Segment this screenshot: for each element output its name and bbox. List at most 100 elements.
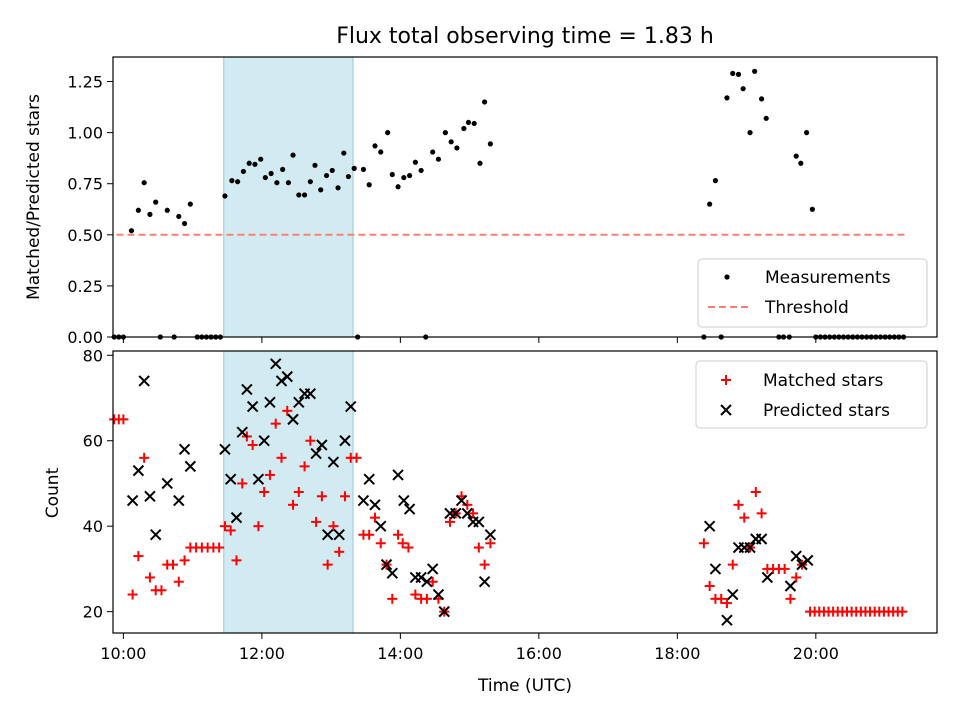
legend-matched-label: Matched stars: [763, 371, 883, 391]
measurement-point: [740, 86, 746, 92]
matched-star-point: [444, 516, 455, 527]
matched-star-point: [316, 491, 327, 502]
predicted-star-point: [173, 494, 185, 507]
measurement-point: [329, 167, 335, 174]
x-marker-b: [709, 563, 722, 575]
matched-star-point: [387, 593, 398, 604]
x-marker-b: [432, 588, 445, 601]
predicted-star-point: [357, 494, 370, 507]
x-marker-b: [144, 490, 156, 502]
predicted-star-point: [225, 473, 237, 485]
measurement-point: [803, 130, 810, 136]
predicted-star-point: [246, 400, 259, 413]
predicted-star-point: [484, 529, 497, 541]
x-marker-b: [178, 443, 191, 455]
matched-star-point: [288, 499, 299, 510]
measurement-point: [430, 149, 436, 155]
predicted-star-point: [287, 413, 299, 426]
x-marker-b: [321, 529, 334, 541]
x-marker-b: [421, 576, 433, 588]
x-marker-b: [126, 494, 139, 507]
measurement-point: [406, 172, 413, 179]
predicted-star-point: [796, 558, 808, 571]
legend-predicted-marker: [720, 404, 732, 416]
measurement-point: [301, 192, 308, 198]
predicted-star-point: [241, 383, 253, 396]
bottom-shaded-span: [223, 350, 354, 634]
predicted-star-point: [709, 563, 722, 575]
matched-star-point: [173, 576, 184, 587]
predicted-star-point: [310, 447, 322, 460]
x-marker-b: [484, 529, 497, 541]
measurement-point: [335, 185, 341, 191]
measurement-point: [442, 130, 448, 136]
matched-star-point: [299, 461, 310, 472]
top-y-tick-label: 0.75: [67, 175, 103, 194]
predicted-star-point: [721, 614, 733, 626]
predicted-star-point: [345, 400, 357, 413]
x-marker-b: [790, 550, 802, 562]
predicted-star-point: [386, 567, 398, 579]
x-marker-b: [316, 439, 328, 451]
predicted-star-point: [219, 443, 231, 455]
measurement-point: [268, 170, 274, 177]
measurement-point: [307, 179, 313, 185]
predicted-star-point: [415, 571, 427, 584]
measurement-point: [366, 182, 372, 188]
predicted-star-point: [403, 503, 416, 515]
x-marker-b: [138, 375, 150, 387]
measurement-point: [312, 162, 318, 168]
matched-star-point: [410, 589, 421, 600]
predicted-star-point: [421, 576, 433, 588]
predicted-star-point: [473, 516, 485, 528]
matched-star-point: [351, 452, 362, 463]
matched-star-point: [468, 508, 479, 519]
matched-star-point: [219, 521, 230, 532]
measurement-point: [758, 96, 765, 102]
x-marker-b: [375, 520, 387, 532]
matched-star-point: [733, 499, 744, 510]
measurement-point: [296, 192, 302, 198]
x-tick-label: 20:00: [793, 644, 839, 663]
matched-star-point: [328, 521, 339, 532]
measurement-point: [724, 95, 730, 101]
x-marker-b: [461, 507, 474, 520]
measurement-point: [235, 179, 241, 185]
predicted-star-point: [380, 558, 393, 571]
measurement-point: [477, 160, 483, 166]
x-marker-b: [796, 558, 808, 571]
predicted-star-point: [432, 588, 445, 601]
predicted-star-point: [138, 375, 150, 387]
x-marker-b: [270, 358, 282, 370]
measurement-point: [730, 70, 736, 76]
top-x-ticks: [122, 337, 817, 343]
measurement-point: [187, 201, 193, 207]
x-marker-b: [744, 541, 756, 554]
predicted-star-point: [761, 571, 774, 584]
predicted-star-point: [802, 554, 814, 567]
predicted-star-point: [339, 435, 351, 447]
x-marker-b: [755, 533, 768, 545]
predicted-star-point: [161, 477, 173, 490]
predicted-star-point: [178, 443, 191, 455]
chart-title: Flux total observing time = 1.83 h: [336, 24, 714, 49]
matched-star-point: [698, 538, 709, 549]
measurement-point: [262, 174, 268, 181]
matched-star-point: [716, 593, 727, 604]
bottom-y-axis-label: Count: [43, 467, 63, 518]
measurement-point: [372, 143, 378, 149]
matched-star-point: [231, 555, 242, 566]
top-y-tick-label: 0.50: [67, 226, 103, 245]
top-y-tick-label: 1.25: [67, 73, 103, 92]
x-marker-b: [149, 529, 162, 541]
measurement-point: [135, 207, 141, 213]
bottom-y-tick-label: 20: [83, 603, 103, 622]
matched-star-point: [253, 521, 264, 532]
measurement-point: [164, 207, 170, 213]
measurement-point: [465, 119, 472, 126]
x-marker-b: [473, 516, 485, 528]
measurement-point: [274, 180, 280, 186]
measurement-point: [290, 152, 296, 158]
measurement-point: [181, 220, 188, 227]
